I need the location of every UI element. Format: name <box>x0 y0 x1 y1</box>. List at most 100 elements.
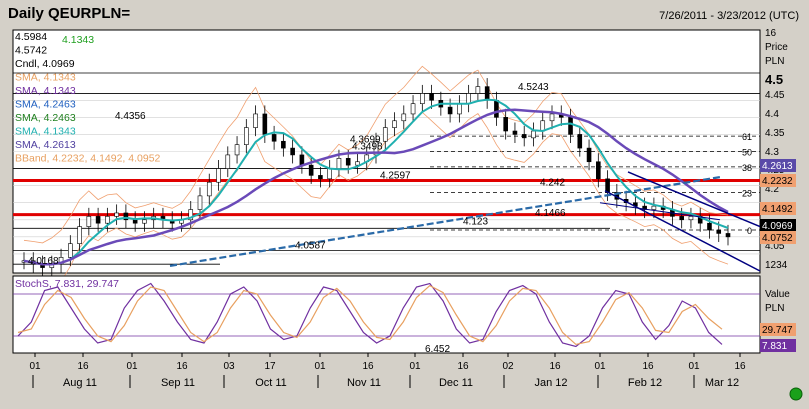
price-annotation: 4.2597 <box>380 171 411 182</box>
candle-body <box>568 117 573 135</box>
price-annotation: 4.0168 <box>28 256 59 267</box>
candle-body <box>262 113 268 135</box>
value-tag: 4.0752 <box>760 231 796 244</box>
candle-body <box>707 222 712 231</box>
price-annotation: 4.3699 <box>350 135 381 146</box>
price-annotation: 4.0587 <box>295 241 326 252</box>
x-day-label: 16 <box>362 361 374 372</box>
value-tag-label: 4.0969 <box>762 221 793 232</box>
candle-body <box>327 168 332 180</box>
right-axis-label: 4.45 <box>765 90 785 101</box>
candle-body <box>429 93 434 101</box>
legend-entry: SMA, 4.1343 <box>15 126 76 138</box>
x-day-label: 02 <box>502 361 514 372</box>
value-tag: 4.2232 <box>760 174 796 187</box>
x-day-label: 16 <box>457 361 469 372</box>
x-month-label: Nov 11 <box>347 377 381 389</box>
candle-body <box>382 127 388 142</box>
candle-body <box>58 257 64 265</box>
candle-body <box>577 134 583 149</box>
legend-entry-inline: 4.1343 <box>62 34 94 46</box>
candle-body <box>290 147 295 156</box>
candle-body <box>206 181 212 197</box>
candle-body <box>586 147 592 163</box>
candle-body <box>225 154 231 169</box>
sma-slow-line <box>23 108 729 266</box>
stoch-value-tag-bg <box>760 339 796 352</box>
stoch-value-tag-label: 29.747 <box>762 325 793 336</box>
candle-body <box>484 86 490 101</box>
x-day-label: 01 <box>126 361 138 372</box>
candle-body <box>401 113 407 122</box>
x-day-label: 01 <box>594 361 606 372</box>
status-indicator <box>789 387 803 401</box>
channel-mid <box>599 202 721 221</box>
candle-body <box>605 178 610 193</box>
candle-body <box>318 175 323 180</box>
right-axis-label: 4.5 <box>765 72 783 87</box>
legend-entry: SMA, 4.2463 <box>15 99 76 111</box>
x-day-label: 01 <box>688 361 700 372</box>
chart-title: Daily QEURPLN= <box>8 5 131 22</box>
right-axis-label: 4.4 <box>765 109 779 120</box>
candle-body <box>688 216 694 221</box>
candle-body <box>420 93 425 105</box>
trendline-dashed <box>169 176 721 267</box>
legend-entry: SMA, 4.2463 <box>15 112 76 124</box>
candle-body <box>299 154 305 166</box>
candle-body <box>142 219 147 224</box>
value-tag-bg <box>760 219 796 232</box>
x-month-label: Mar 12 <box>705 377 739 389</box>
date-range: 7/26/2011 - 3/23/2012 (UTC) <box>659 10 799 22</box>
candle-body <box>345 158 351 166</box>
sma-fast-line <box>23 98 729 266</box>
value-tag-label: 4.1492 <box>762 204 793 215</box>
stoch-axis-label: Value <box>765 289 790 300</box>
candle-body <box>281 140 286 149</box>
price-annotation: 4.1466 <box>535 208 566 219</box>
stoch-line <box>17 284 723 346</box>
candle-body <box>188 209 194 221</box>
candle-body <box>373 140 379 156</box>
value-tag-bg <box>760 202 796 215</box>
x-day-label: 16 <box>549 361 561 372</box>
candle-body <box>197 195 203 210</box>
stoch-annotation: 6.452 <box>425 344 450 355</box>
candle-body <box>244 127 249 145</box>
candle-body <box>512 130 518 135</box>
stoch-line <box>17 282 723 348</box>
legend-entry: SMA, 4.1343 <box>15 85 76 97</box>
x-month-label: Sep 11 <box>161 377 195 389</box>
x-month-label: Aug 11 <box>63 377 97 389</box>
x-month-label: Oct 11 <box>255 377 287 389</box>
stoch-value-tag-label: 7.831 <box>762 341 787 352</box>
candle-body <box>234 144 240 156</box>
legend-entry: SMA, 4.1343 <box>15 72 76 84</box>
price-annotation: 4.123 <box>463 217 488 228</box>
value-tag: 4.2613 <box>760 159 796 172</box>
x-day-label: 17 <box>264 361 276 372</box>
candle-body <box>503 117 508 132</box>
legend-entry: 4.5984 <box>15 31 47 43</box>
value-tag: 4.0969 <box>760 219 796 232</box>
channel-lower <box>604 190 761 272</box>
candle-body <box>271 134 277 142</box>
channel-upper <box>627 171 761 228</box>
candle-body <box>475 86 481 94</box>
right-axis-label: 4.3 <box>765 147 779 158</box>
stoch-legend: StochS, 7.831, 29.747 <box>15 278 119 290</box>
candle-body <box>679 216 684 221</box>
candle-body <box>716 229 722 234</box>
price-annotation: 4.5243 <box>518 82 549 93</box>
candle-body <box>132 219 138 224</box>
price-annotation: 4.242 <box>540 177 565 188</box>
value-tag-label: 4.0752 <box>762 233 793 244</box>
right-axis-label: 1234 <box>765 260 788 271</box>
candle-body <box>105 216 110 224</box>
fib-label: 23 <box>742 188 752 198</box>
candle-body <box>494 99 499 118</box>
candle-body <box>95 216 101 224</box>
value-tag-bg <box>760 159 796 172</box>
